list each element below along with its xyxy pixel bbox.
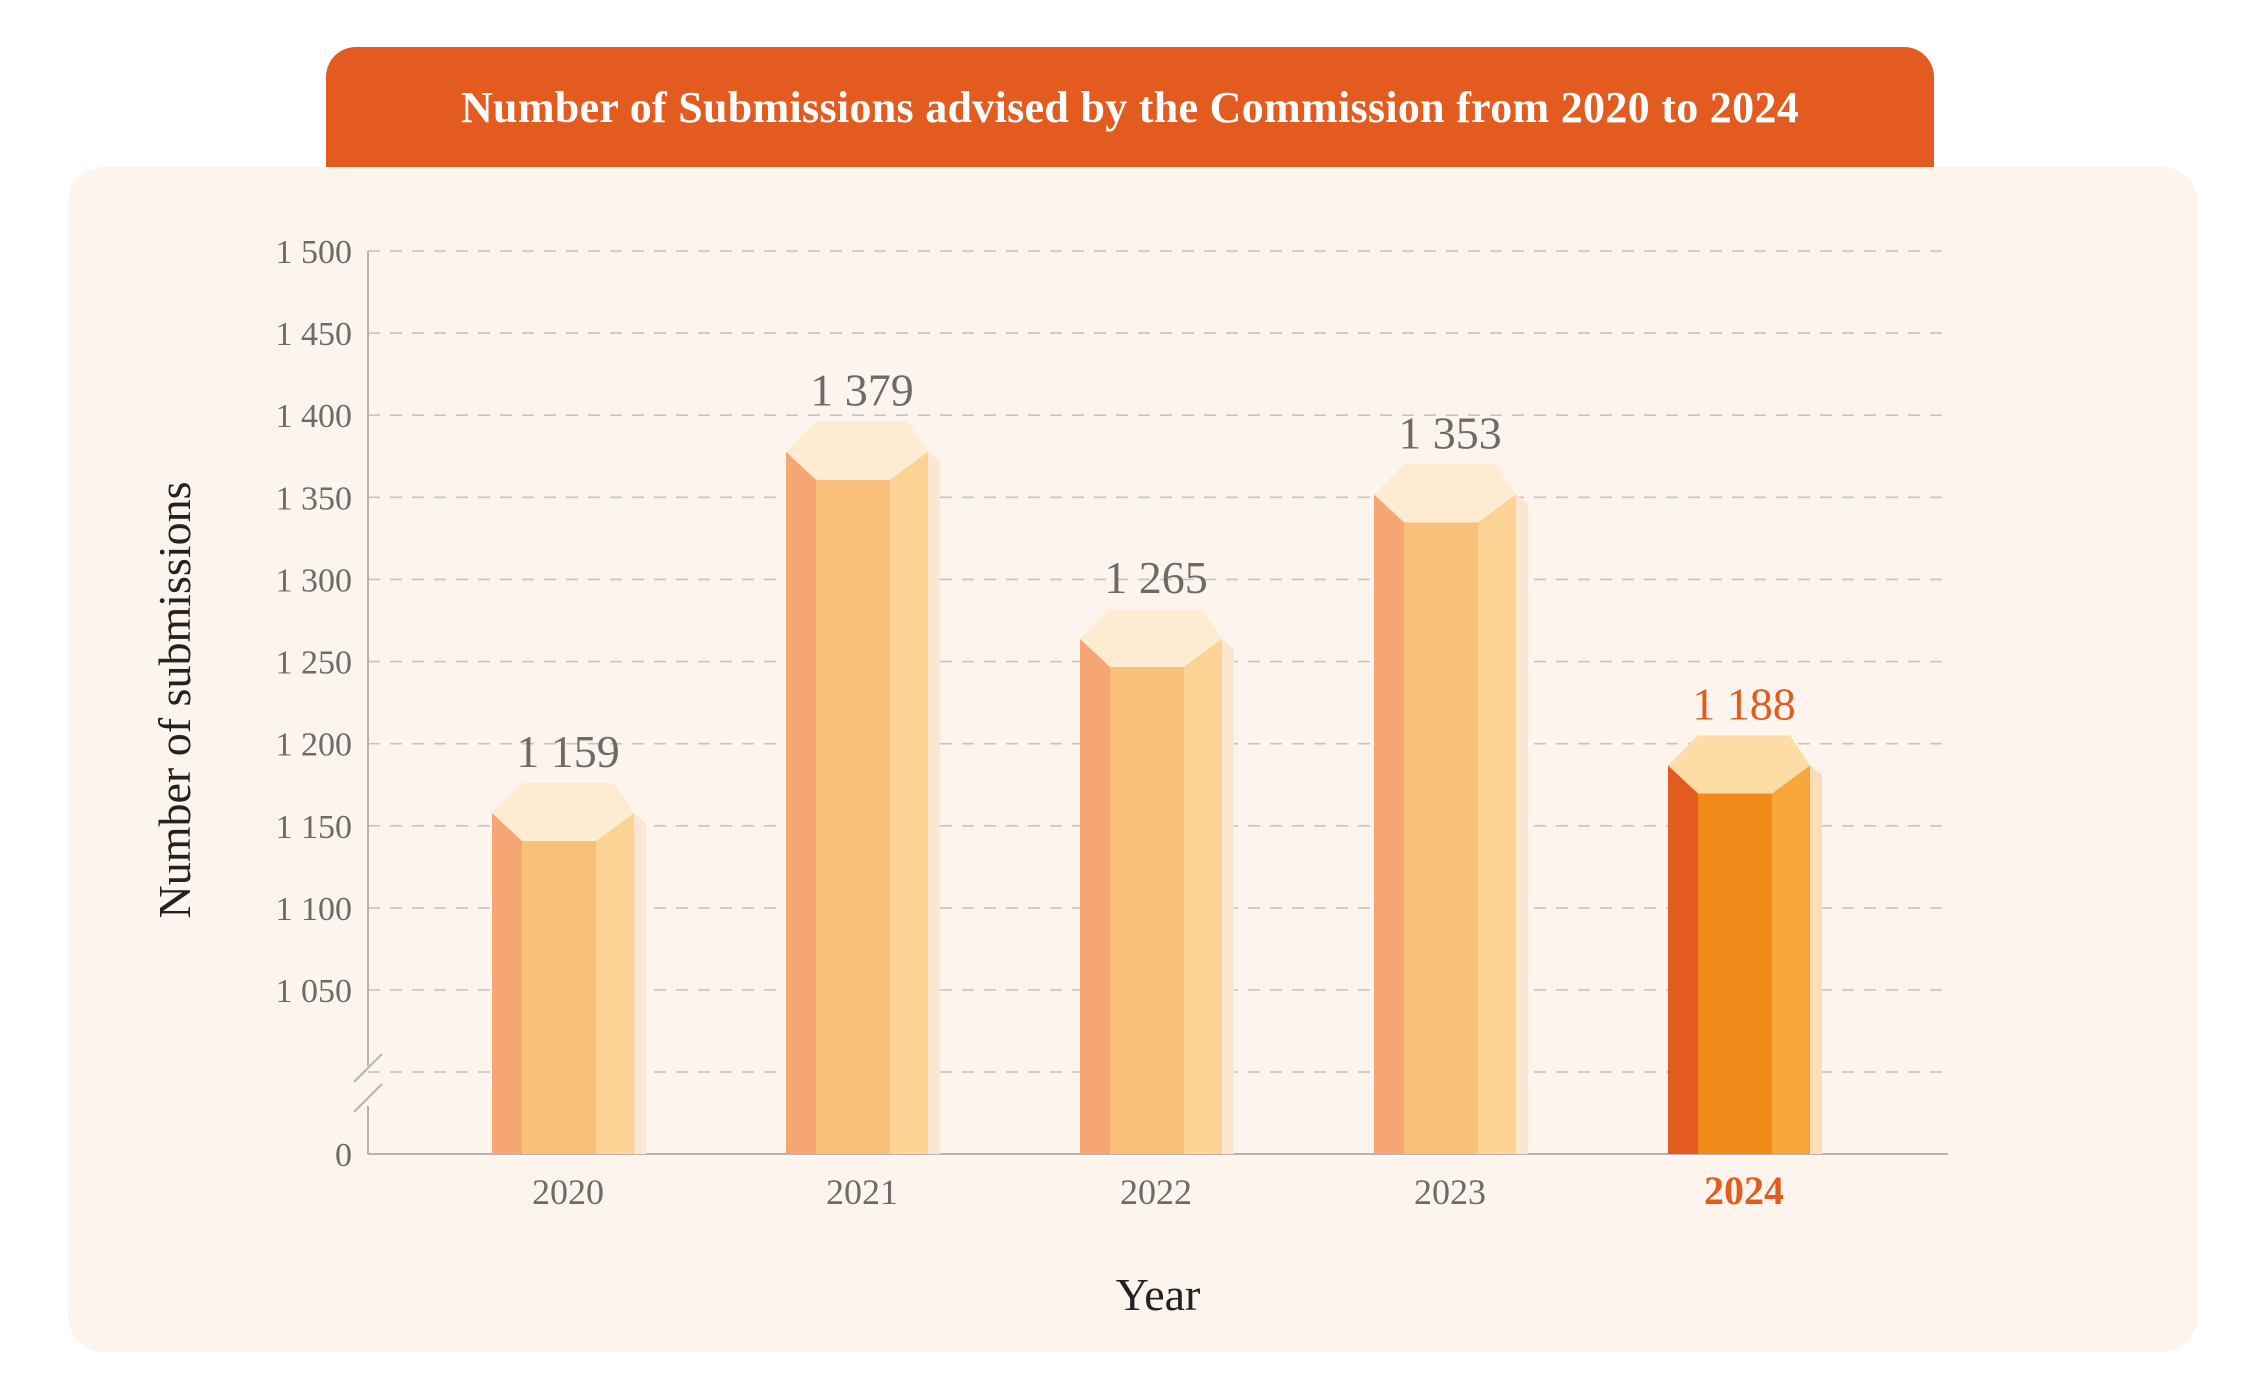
y-tick-label: 1 250 <box>276 645 353 682</box>
bar-front-face <box>1698 793 1772 1154</box>
bar-right-face <box>1184 638 1222 1154</box>
bar-shadow <box>928 451 940 1155</box>
bar-left-face <box>1668 765 1698 1154</box>
x-tick-label: 2024 <box>1704 1168 1784 1213</box>
bar-value-label: 1 353 <box>1398 407 1502 458</box>
bar-value-label: 1 188 <box>1692 678 1796 729</box>
y-tick-label: 1 050 <box>276 973 353 1010</box>
y-axis-title: Number of submissions <box>149 482 200 919</box>
x-tick-label: 2023 <box>1414 1172 1486 1212</box>
x-axis-title: Year <box>1116 1269 1201 1320</box>
y-tick-label: 0 <box>335 1137 352 1174</box>
bar-top-cap <box>1080 608 1222 667</box>
bar-value-label: 1 379 <box>810 365 914 416</box>
bar-right-face <box>1478 494 1516 1154</box>
axis-break-mark <box>353 1053 383 1083</box>
y-tick-label: 1 400 <box>276 398 353 435</box>
bar-right-face <box>1772 765 1810 1154</box>
bar-top-cap <box>492 782 634 841</box>
y-tick-label: 1 350 <box>276 480 353 517</box>
y-tick-label: 1 500 <box>276 234 353 271</box>
x-tick-label: 2020 <box>532 1172 604 1212</box>
bar-right-face <box>596 812 634 1154</box>
bar-front-face <box>816 479 890 1155</box>
bar-shadow <box>1516 494 1528 1154</box>
bar-left-face <box>1080 638 1110 1154</box>
bar-front-face <box>1110 666 1184 1154</box>
bar-left-face <box>786 451 816 1155</box>
x-tick-label: 2022 <box>1120 1172 1192 1212</box>
y-tick-label: 1 450 <box>276 316 353 353</box>
y-tick-label: 1 300 <box>276 562 353 599</box>
chart-title: Number of Submissions advised by the Com… <box>460 82 1800 132</box>
bar-shadow <box>634 812 646 1154</box>
bar-front-face <box>522 840 596 1154</box>
bar-left-face <box>1374 494 1404 1154</box>
y-tick-label: 1 150 <box>276 809 353 846</box>
bar-right-face <box>890 451 928 1155</box>
x-tick-label: 2021 <box>826 1172 898 1212</box>
bar-top-cap <box>786 421 928 480</box>
y-tick-label: 1 100 <box>276 891 353 928</box>
bar-top-cap <box>1374 464 1516 523</box>
bar-shadow <box>1810 765 1822 1154</box>
bar-shadow <box>1222 638 1234 1154</box>
bar-top-cap <box>1668 735 1810 794</box>
bar-value-label: 1 265 <box>1104 552 1208 603</box>
bar-front-face <box>1404 522 1478 1154</box>
axis-break-mark <box>353 1083 383 1113</box>
y-tick-label: 1 200 <box>276 727 353 764</box>
bar-value-label: 1 159 <box>516 726 620 777</box>
chart-title-tab: Number of Submissions advised by the Com… <box>326 47 1934 167</box>
bar-left-face <box>492 812 522 1154</box>
